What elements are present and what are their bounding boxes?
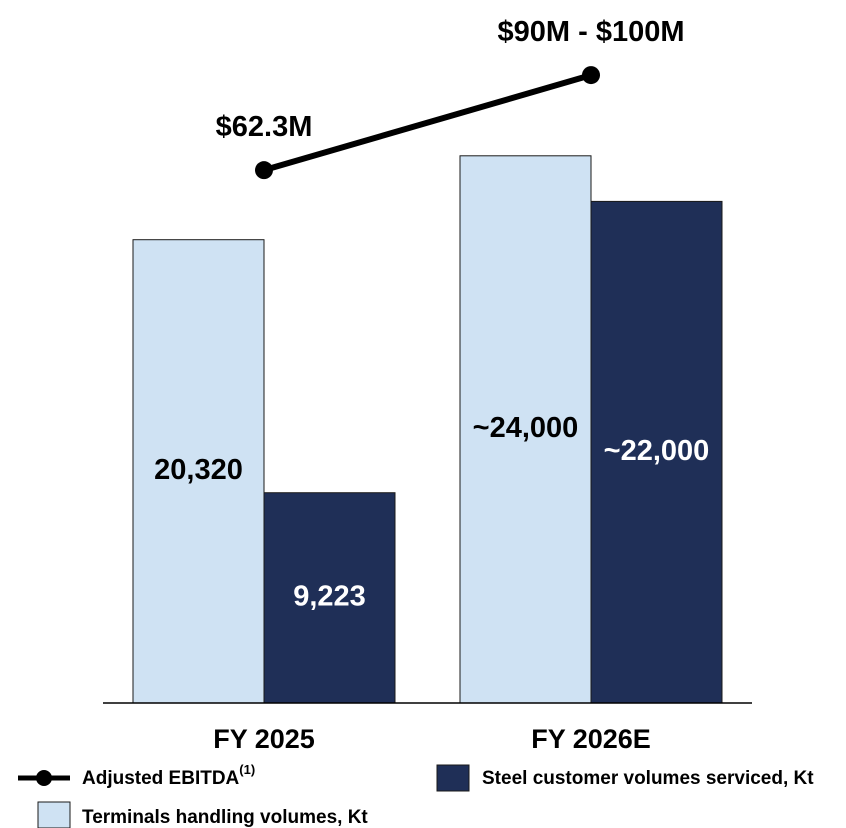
bar (132, 239, 265, 704)
legend-label: Adjusted EBITDA(1) (82, 762, 255, 789)
data-label: 9,223 (293, 581, 366, 613)
legend-swatch (37, 801, 71, 828)
data-label: $90M - $100M (498, 16, 685, 48)
bar (590, 200, 723, 704)
legend-note: (1) (239, 762, 255, 777)
legend-label: Terminals handling volumes, Kt (82, 807, 368, 828)
legend-swatch (436, 764, 470, 792)
data-label: ~24,000 (473, 412, 579, 444)
line-point (255, 161, 273, 180)
data-label: $62.3M (216, 111, 313, 143)
bar (263, 492, 396, 704)
x-tick-label: FY 2026E (531, 724, 651, 754)
bar (459, 155, 592, 704)
line (263, 72, 592, 174)
data-label: ~22,000 (604, 435, 710, 467)
data-label: 20,320 (154, 454, 243, 486)
line-point (582, 66, 600, 85)
x-tick-label: FY 2025 (213, 724, 315, 754)
legend-dot (36, 770, 52, 786)
legend-text: Adjusted EBITDA (82, 768, 240, 789)
legend-label: Steel customer volumes serviced, Kt (482, 768, 814, 789)
